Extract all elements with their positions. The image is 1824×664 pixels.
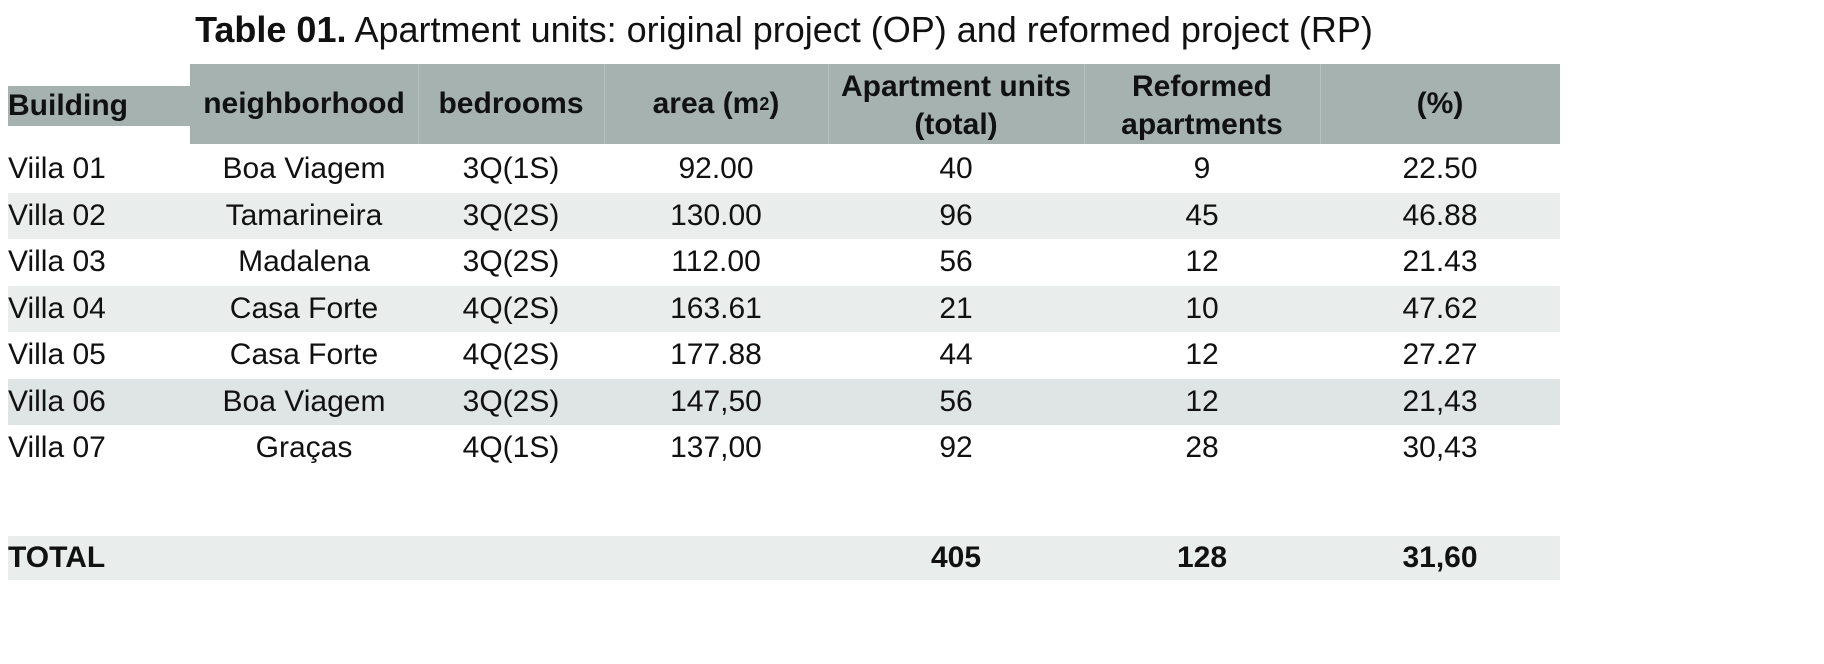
cell-units: 21 (939, 291, 973, 325)
caption-label: Table 01. (195, 9, 347, 50)
header-percent: (%) (1416, 87, 1464, 120)
cell-reformed: 28 (1185, 431, 1219, 465)
cell-neighborhood: Boa Viagem (222, 152, 386, 186)
table-row: Villa 02 Tamarineira 3Q(2S) 130.00 96 45 46.88 (8, 192, 1560, 239)
cell-area: 112.00 (671, 245, 761, 279)
cell-building: Villa 05 (8, 338, 106, 372)
cell-bedrooms: 3Q(2S) (462, 198, 560, 232)
header-reformed-line1: Reformed (1131, 70, 1273, 103)
cell-neighborhood: Madalena (238, 245, 370, 279)
header-reformed-line2: apartments (1121, 108, 1283, 141)
cell-building: Villa 02 (8, 198, 106, 232)
table-row: Villa 04 Casa Forte 4Q(2S) 163.61 21 10 47.62 (8, 285, 1560, 332)
cell-building: Villa 07 (8, 431, 106, 465)
table-row: Villa 07 Graças 4Q(1S) 137,00 92 28 30,43 (8, 425, 1560, 472)
header-building: Building (8, 89, 128, 122)
cell-reformed: 45 (1185, 198, 1219, 232)
cell-neighborhood: Casa Forte (229, 291, 379, 325)
table-caption: Table 01. Apartment units: original proj… (0, 2, 1568, 58)
cell-reformed: 10 (1185, 291, 1219, 325)
cell-neighborhood: Tamarineira (225, 198, 383, 232)
cell-building: Villa 03 (8, 245, 106, 279)
cell-reformed: 12 (1185, 338, 1219, 372)
cell-area: 137,00 (670, 431, 762, 465)
cell-bedrooms: 4Q(1S) (462, 431, 560, 465)
cell-bedrooms: 3Q(1S) (462, 152, 560, 186)
cell-neighborhood: Graças (255, 431, 353, 465)
header-units-line2: (total) (914, 108, 998, 141)
header-area: area (m 2) (652, 87, 780, 120)
table-row: Villa 05 Casa Forte 4Q(2S) 177.88 44 12 27.27 (8, 332, 1560, 379)
total-label: TOTAL (8, 541, 106, 574)
cell-reformed: 12 (1185, 245, 1219, 279)
cell-units: 44 (939, 338, 973, 372)
total-units: 405 (930, 541, 982, 574)
cell-units: 56 (939, 384, 973, 418)
cell-area: 147,50 (670, 384, 762, 418)
cell-percent: 21.43 (1402, 245, 1478, 279)
cell-area: 177.88 (670, 338, 762, 372)
cell-bedrooms: 3Q(2S) (462, 384, 560, 418)
cell-neighborhood: Casa Forte (229, 338, 379, 372)
caption-text: Apartment units: original project (OP) a… (354, 9, 1373, 50)
cell-percent: 22.50 (1402, 152, 1478, 186)
cell-area: 163.61 (670, 291, 762, 325)
cell-bedrooms: 3Q(2S) (462, 245, 560, 279)
cell-percent: 47.62 (1402, 291, 1478, 325)
cell-building: Viila 01 (8, 152, 106, 186)
table-header-row: Building neighborhood bedrooms area (m 2)… (8, 64, 1560, 144)
header-bedrooms: bedrooms (438, 87, 584, 120)
cell-percent: 21,43 (1402, 384, 1478, 418)
header-apartment-units: Apartment units (total) (828, 64, 1084, 144)
cell-percent: 27.27 (1402, 338, 1478, 372)
cell-building: Villa 04 (8, 291, 106, 325)
cell-area: 130.00 (670, 198, 762, 232)
cell-building: Villa 06 (8, 384, 106, 418)
cell-units: 40 (939, 152, 973, 186)
cell-reformed: 9 (1193, 152, 1211, 186)
header-area-close: ) (769, 87, 780, 120)
total-reformed: 128 (1176, 541, 1228, 574)
header-reformed: Reformed apartments (1084, 64, 1320, 144)
header-neighborhood: neighborhood (203, 87, 405, 120)
cell-percent: 46.88 (1402, 198, 1478, 232)
cell-units: 96 (939, 198, 973, 232)
table-row: Villa 03 Madalena 3Q(2S) 112.00 56 12 21.43 (8, 239, 1560, 286)
table-total-row: TOTAL 405 128 31,60 (8, 536, 1560, 580)
header-units-line1: Apartment units (840, 70, 1071, 103)
cell-units: 92 (939, 431, 973, 465)
cell-units: 56 (939, 245, 973, 279)
cell-neighborhood: Boa Viagem (222, 384, 386, 418)
cell-percent: 30,43 (1402, 431, 1478, 465)
header-area-text: area (m (652, 87, 760, 120)
total-percent: 31,60 (1402, 541, 1478, 574)
cell-reformed: 12 (1185, 384, 1219, 418)
cell-bedrooms: 4Q(2S) (462, 291, 560, 325)
cell-bedrooms: 4Q(2S) (462, 338, 560, 372)
table-row: Villa 06 Boa Viagem 3Q(2S) 147,50 56 12 21,43 (8, 378, 1560, 425)
table-row: Viila 01 Boa Viagem 3Q(1S) 92.00 40 9 22.50 (8, 146, 1560, 193)
cell-area: 92.00 (678, 152, 754, 186)
